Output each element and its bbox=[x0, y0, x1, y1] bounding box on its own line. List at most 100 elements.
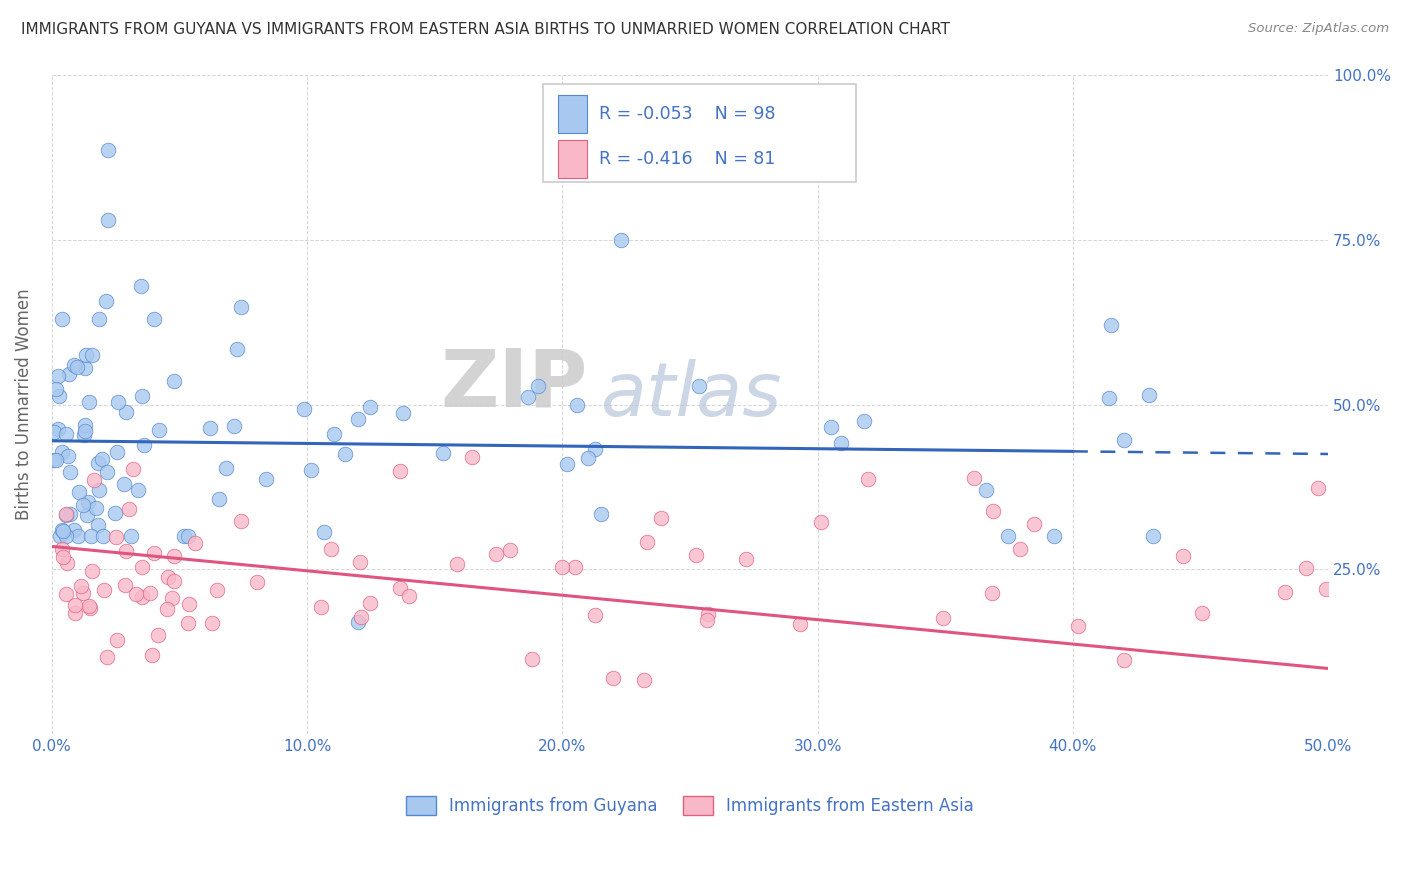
Point bbox=[55, 529, 77, 543]
Point bbox=[292, 402, 315, 417]
Point bbox=[517, 391, 540, 405]
FancyBboxPatch shape bbox=[558, 140, 586, 178]
Point bbox=[48, 368, 70, 383]
Point bbox=[75, 348, 97, 362]
Point bbox=[177, 597, 200, 611]
Point bbox=[72, 586, 94, 600]
Point bbox=[55, 426, 77, 441]
FancyBboxPatch shape bbox=[543, 85, 856, 182]
Point bbox=[89, 312, 111, 326]
Point bbox=[1112, 433, 1135, 447]
Point bbox=[602, 672, 624, 686]
Point bbox=[226, 342, 249, 356]
Point bbox=[156, 570, 179, 584]
Point bbox=[359, 400, 381, 414]
Point bbox=[96, 465, 118, 479]
Point bbox=[73, 428, 96, 442]
Point bbox=[215, 461, 238, 475]
Text: IMMIGRANTS FROM GUYANA VS IMMIGRANTS FROM EASTERN ASIA BIRTHS TO UNMARRIED WOMEN: IMMIGRANTS FROM GUYANA VS IMMIGRANTS FRO… bbox=[21, 22, 950, 37]
Point bbox=[94, 293, 117, 308]
Point bbox=[91, 529, 114, 543]
Point bbox=[177, 615, 200, 630]
Point bbox=[48, 389, 70, 403]
Point bbox=[207, 491, 229, 506]
Point bbox=[131, 390, 153, 404]
Point bbox=[583, 442, 606, 457]
Point bbox=[610, 233, 633, 247]
Point bbox=[59, 507, 82, 521]
Point bbox=[319, 541, 342, 556]
Point bbox=[87, 518, 110, 533]
Text: atlas: atlas bbox=[600, 359, 782, 431]
Point bbox=[314, 525, 336, 540]
Point bbox=[1022, 516, 1045, 531]
Point bbox=[389, 464, 412, 478]
Point bbox=[173, 529, 195, 543]
Point bbox=[52, 524, 75, 538]
Point bbox=[389, 581, 412, 595]
Text: Source: ZipAtlas.com: Source: ZipAtlas.com bbox=[1249, 22, 1389, 36]
Point bbox=[830, 435, 852, 450]
Point bbox=[685, 549, 707, 563]
Point bbox=[121, 462, 143, 476]
Point bbox=[398, 589, 420, 603]
Point bbox=[789, 616, 811, 631]
Point bbox=[66, 359, 89, 374]
Point bbox=[198, 421, 221, 435]
Point bbox=[981, 504, 1004, 518]
Point bbox=[309, 600, 332, 615]
Point bbox=[66, 529, 89, 543]
Point bbox=[636, 535, 658, 549]
Point bbox=[520, 652, 543, 666]
Point bbox=[118, 501, 141, 516]
Point bbox=[51, 311, 73, 326]
Point bbox=[392, 406, 415, 420]
Point bbox=[1315, 582, 1337, 597]
Point bbox=[1191, 606, 1213, 620]
Point bbox=[231, 301, 253, 315]
Text: ZIP: ZIP bbox=[440, 346, 588, 424]
Point bbox=[432, 445, 454, 459]
Point bbox=[77, 394, 100, 409]
Point bbox=[1308, 482, 1330, 496]
Point bbox=[75, 424, 97, 438]
Point bbox=[735, 552, 758, 566]
Point bbox=[333, 447, 356, 461]
Point bbox=[1042, 529, 1064, 543]
Point bbox=[527, 379, 550, 393]
FancyBboxPatch shape bbox=[558, 95, 586, 133]
Point bbox=[820, 420, 842, 434]
Point bbox=[163, 549, 186, 564]
Point bbox=[96, 650, 118, 665]
Point bbox=[91, 452, 114, 467]
Point bbox=[461, 450, 484, 465]
Point bbox=[112, 477, 135, 491]
Point bbox=[141, 648, 163, 662]
Point bbox=[62, 358, 84, 372]
Point bbox=[485, 547, 508, 561]
Point bbox=[1274, 584, 1296, 599]
Point bbox=[63, 523, 86, 537]
Point bbox=[446, 557, 468, 571]
Point bbox=[155, 601, 177, 615]
Point bbox=[565, 398, 588, 412]
Point bbox=[63, 598, 86, 612]
Point bbox=[205, 582, 228, 597]
Point bbox=[184, 536, 207, 550]
Point bbox=[163, 574, 186, 589]
Point bbox=[73, 418, 96, 433]
Point bbox=[139, 586, 162, 600]
Point bbox=[125, 586, 148, 600]
Point bbox=[148, 423, 170, 437]
Point bbox=[114, 405, 136, 419]
Point bbox=[105, 445, 128, 459]
Point bbox=[350, 609, 373, 624]
Point bbox=[583, 607, 606, 622]
Point bbox=[76, 508, 98, 522]
Point bbox=[650, 511, 672, 525]
Point bbox=[1295, 561, 1317, 575]
Point bbox=[44, 453, 66, 467]
Point bbox=[245, 574, 267, 589]
Point bbox=[84, 500, 107, 515]
Point bbox=[51, 541, 73, 556]
